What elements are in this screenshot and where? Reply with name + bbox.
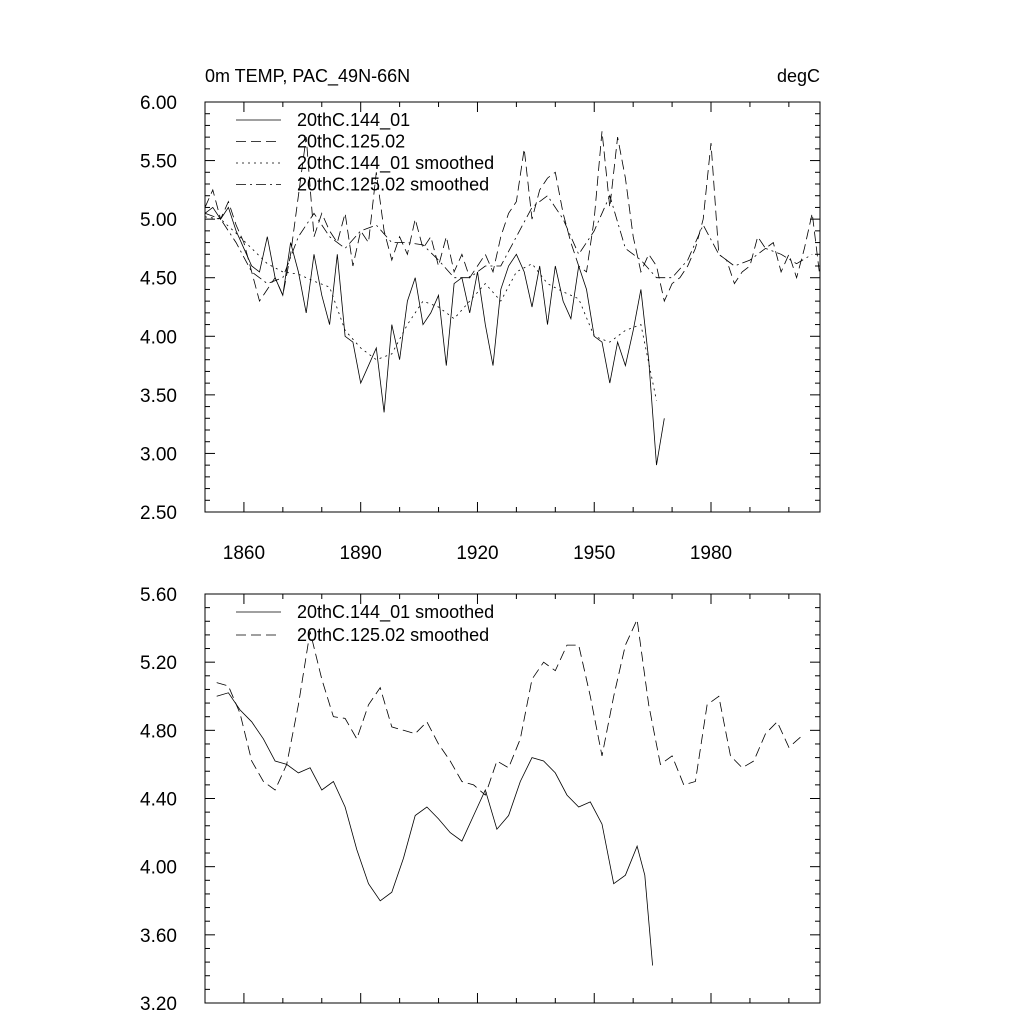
series-line bbox=[204, 194, 813, 285]
legend-label: 20thC.125.02 smoothed bbox=[297, 175, 489, 195]
y-tick-label: 3.60 bbox=[140, 926, 177, 947]
x-tick-label: 1890 bbox=[340, 543, 382, 564]
axes: 2.50 3.00 3.50 4.00 4.50 5.00 5.50 6.00 1860 1890… bbox=[140, 93, 821, 564]
chart-panel-top: 0m TEMP, PAC_49N-66N degC 2.50 3.00 3.50 4.… bbox=[140, 66, 821, 564]
y-tick-label: 3.50 bbox=[140, 386, 177, 407]
x-tick-label: 1980 bbox=[690, 543, 732, 564]
x-tick-label: 1920 bbox=[456, 543, 498, 564]
y-tick-label: 6.00 bbox=[140, 93, 177, 114]
y-tick-label: 3.00 bbox=[140, 444, 177, 465]
y-tick-label: 4.80 bbox=[140, 721, 177, 742]
y-tick-label: 4.50 bbox=[140, 269, 177, 290]
legend-label: 20thC.125.02 bbox=[297, 132, 405, 152]
x-tick-label: 1950 bbox=[573, 543, 615, 564]
series-line bbox=[204, 216, 657, 401]
legend-label: 20thC.144_01 bbox=[297, 110, 410, 131]
legend-label: 20thC.125.02 smoothed bbox=[297, 625, 489, 645]
series-line bbox=[204, 206, 665, 466]
series-line bbox=[216, 618, 801, 796]
plot-frame bbox=[204, 593, 821, 1004]
y-tick-label: 3.20 bbox=[140, 994, 177, 1015]
axes: 3.20 3.60 4.00 4.40 4.80 5.20 5.60 bbox=[140, 585, 821, 1015]
plot-frame bbox=[204, 101, 821, 513]
series-line bbox=[204, 131, 821, 303]
legend-label: 20thC.144_01 smoothed bbox=[297, 602, 494, 623]
x-tick-label: 1860 bbox=[223, 543, 265, 564]
chart-panel-bottom: 3.20 3.60 4.00 4.40 4.80 5.20 5.60 20thC.144_0… bbox=[140, 585, 821, 1015]
chart-title: 0m TEMP, PAC_49N-66N bbox=[205, 66, 410, 87]
y-tick-label: 4.00 bbox=[140, 327, 177, 348]
y-tick-label: 4.00 bbox=[140, 858, 177, 879]
y-tick-label: 5.60 bbox=[140, 585, 177, 606]
series-line bbox=[216, 692, 653, 966]
y-tick-label: 5.00 bbox=[140, 210, 177, 231]
y-tick-label: 5.20 bbox=[140, 653, 177, 674]
y-tick-label: 5.50 bbox=[140, 152, 177, 173]
chart-units: degC bbox=[777, 66, 820, 86]
series-lines bbox=[216, 618, 801, 966]
series-lines bbox=[204, 131, 821, 466]
legend-label: 20thC.144_01 smoothed bbox=[297, 153, 494, 174]
y-tick-label: 4.40 bbox=[140, 790, 177, 811]
y-tick-label: 2.50 bbox=[140, 503, 177, 524]
